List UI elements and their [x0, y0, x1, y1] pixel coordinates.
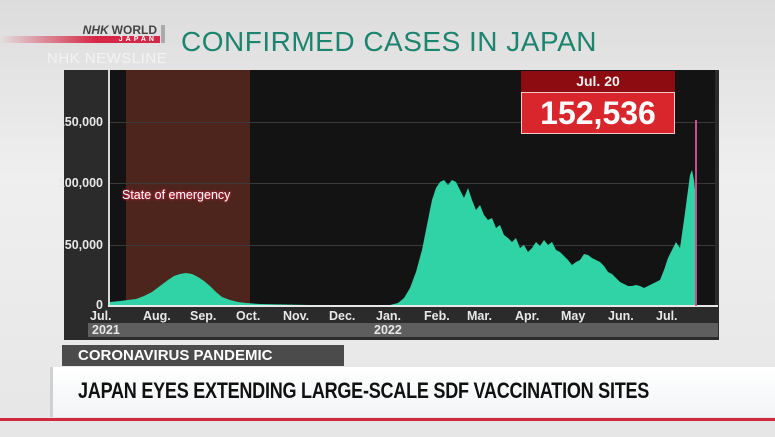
callout-pointer-line: [695, 120, 697, 306]
logo-world: WORLD: [111, 23, 157, 37]
x-tick-mar: Mar.: [467, 309, 493, 323]
x-tick-apr: Apr.: [515, 309, 540, 323]
x-tick-dec: Dec.: [329, 309, 356, 323]
x-axis: [108, 305, 718, 307]
x-tick-jul-2022: Jul.: [656, 309, 678, 323]
y-tick-50000: 50,000: [64, 238, 103, 252]
y-tick-150000: 150,000: [57, 115, 103, 129]
callout-value: 152,536: [521, 92, 675, 134]
year-2021: 2021: [92, 323, 120, 337]
program-name: NHK NEWSLINE: [47, 50, 168, 67]
x-tick-may: May: [561, 309, 586, 323]
y-tick-100000: 100,000: [57, 176, 103, 190]
headline: JAPAN EYES EXTENDING LARGE-SCALE SDF VAC…: [78, 378, 650, 403]
red-rule: [0, 418, 775, 421]
gridline-100k: [110, 183, 715, 184]
emergency-region: [126, 70, 250, 306]
x-tick-aug: Aug.: [143, 309, 171, 323]
bar-series: [110, 170, 696, 306]
x-tick-feb: Feb.: [424, 309, 450, 323]
gridline-50k: [110, 245, 715, 246]
callout-box: Jul. 20 152,536: [521, 71, 675, 134]
x-tick-nov: Nov.: [283, 309, 310, 323]
gridline-150k: [110, 122, 715, 123]
x-tick-jul-2021: Jul.: [90, 309, 112, 323]
x-tick-oct: Oct.: [236, 309, 261, 323]
logo-japan: JAPAN: [118, 36, 157, 43]
y-tick-0: 0: [96, 298, 103, 312]
y-axis: [108, 70, 110, 307]
emergency-label: State of emergency: [122, 188, 231, 202]
logo-nhk: NHK: [82, 23, 109, 37]
topic-label: CORONAVIRUS PANDEMIC: [62, 345, 344, 366]
x-tick-sep: Sep.: [190, 309, 217, 323]
logo-grey-mark: [161, 25, 165, 43]
headline-box: [50, 367, 775, 417]
nhk-world-logo: NHK WORLD JAPAN: [0, 22, 165, 48]
chart-title: CONFIRMED CASES IN JAPAN: [181, 26, 597, 57]
x-tick-jun: Jun.: [608, 309, 634, 323]
x-tick-jan: Jan.: [376, 309, 402, 323]
year-bar: [88, 323, 718, 337]
logo-red-bar: [0, 36, 160, 43]
year-2022: 2022: [374, 323, 402, 337]
callout-date: Jul. 20: [521, 71, 675, 92]
